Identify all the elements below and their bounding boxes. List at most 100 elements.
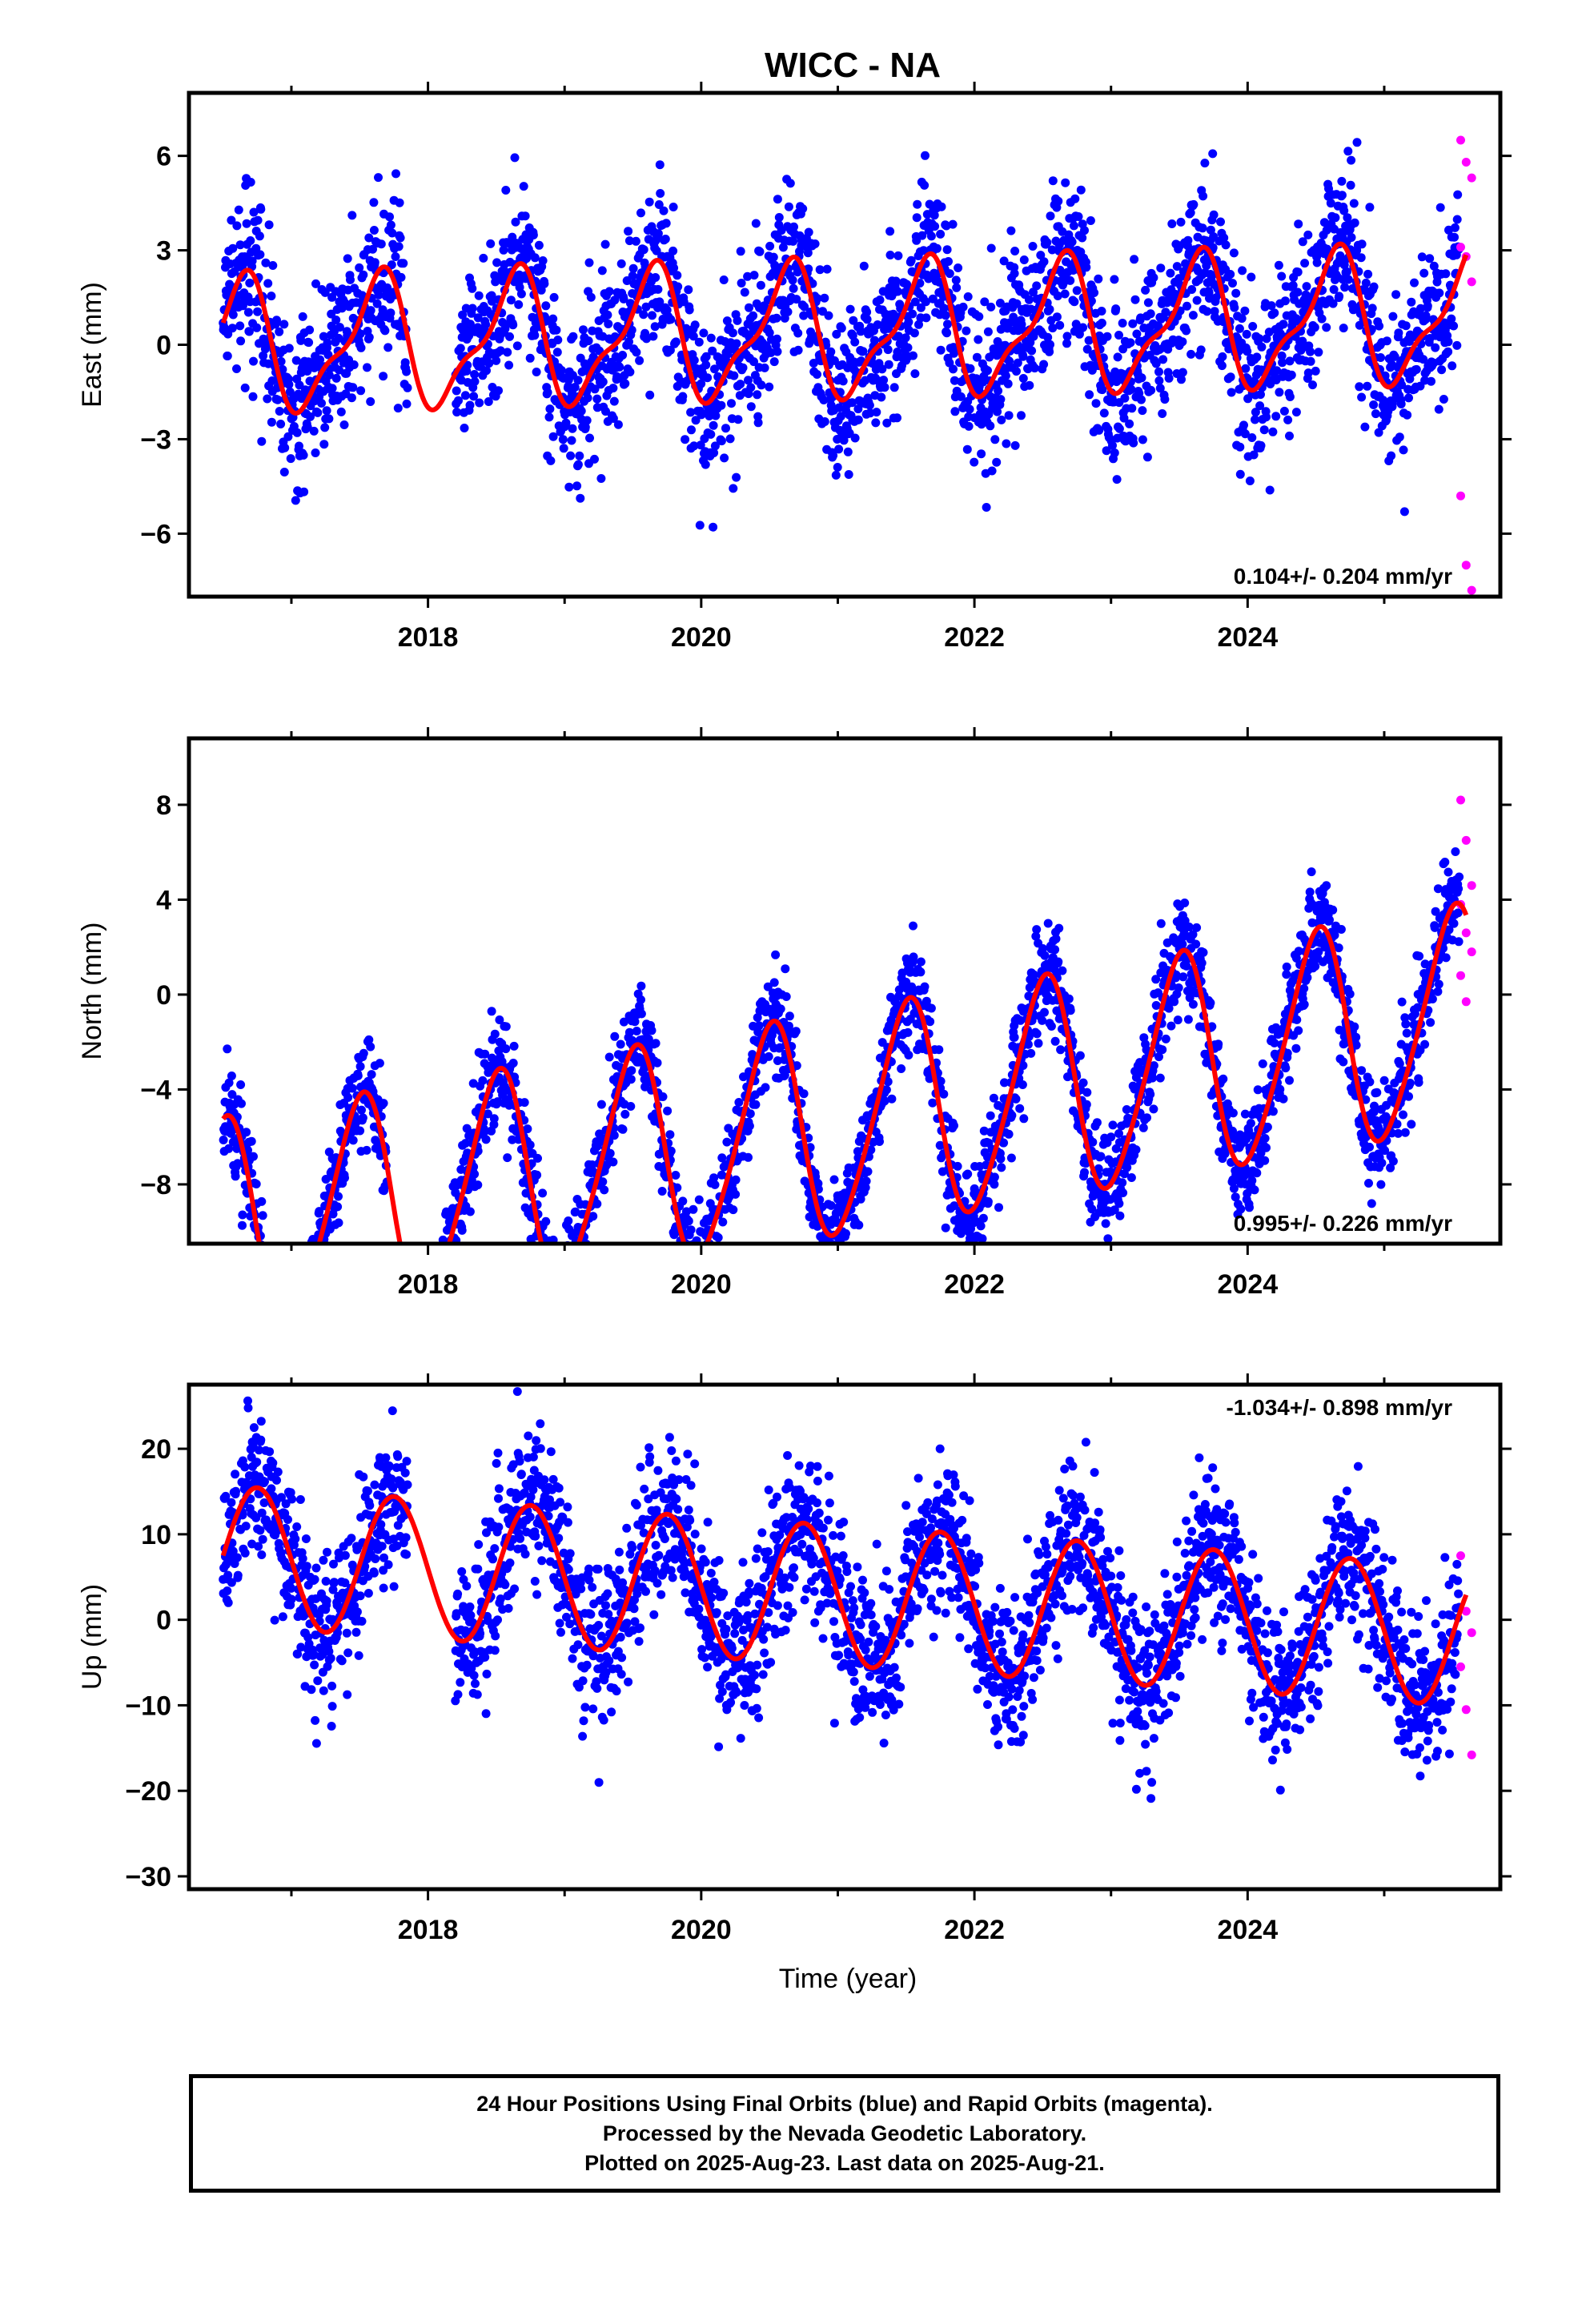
final-orbit-point bbox=[1026, 1048, 1036, 1058]
final-orbit-point bbox=[893, 332, 903, 341]
final-orbit-point bbox=[861, 1183, 870, 1192]
final-orbit-point bbox=[503, 1153, 512, 1163]
final-orbit-point bbox=[666, 1146, 676, 1156]
final-orbit-point bbox=[1279, 320, 1288, 329]
final-orbit-point bbox=[1012, 367, 1021, 376]
final-orbit-point bbox=[1054, 923, 1064, 933]
final-orbit-point bbox=[1040, 951, 1050, 960]
final-orbit-point bbox=[1228, 279, 1237, 288]
final-orbit-point bbox=[1066, 1006, 1075, 1015]
final-orbit-point bbox=[708, 346, 717, 356]
final-orbit-point bbox=[480, 1128, 489, 1137]
final-orbit-point bbox=[267, 1288, 275, 1297]
final-orbit-point bbox=[300, 1329, 309, 1338]
final-orbit-point bbox=[1094, 274, 1103, 283]
final-orbit-point bbox=[823, 1249, 832, 1258]
final-orbit-point bbox=[1122, 1105, 1131, 1114]
final-orbit-point bbox=[385, 212, 394, 222]
final-orbit-point bbox=[1239, 420, 1248, 430]
final-orbit-point bbox=[880, 1096, 889, 1106]
final-orbit-point bbox=[1322, 225, 1331, 235]
final-orbit-point bbox=[1396, 400, 1406, 408]
final-orbit-point bbox=[291, 496, 300, 505]
final-orbit-point bbox=[571, 1207, 580, 1216]
final-orbit-point bbox=[1144, 329, 1154, 339]
final-orbit-point bbox=[628, 271, 637, 280]
final-orbit-point bbox=[1342, 267, 1351, 276]
final-orbit-point bbox=[1004, 411, 1014, 420]
final-orbit-point bbox=[1280, 296, 1290, 306]
final-orbit-point bbox=[287, 1351, 296, 1360]
final-orbit-point bbox=[520, 211, 530, 221]
final-orbit-point bbox=[879, 376, 889, 385]
final-orbit-point bbox=[538, 256, 548, 265]
final-orbit-point bbox=[278, 1318, 287, 1327]
final-orbit-point bbox=[441, 1317, 450, 1325]
final-orbit-point bbox=[838, 376, 848, 386]
final-orbit-point bbox=[970, 457, 979, 467]
final-orbit-point bbox=[481, 1135, 491, 1144]
final-orbit-point bbox=[610, 1031, 620, 1041]
final-orbit-point bbox=[1369, 282, 1379, 292]
final-orbit-point bbox=[550, 1359, 559, 1368]
final-orbit-point bbox=[656, 189, 665, 198]
final-orbit-point bbox=[554, 1313, 563, 1321]
final-orbit-point bbox=[1230, 303, 1239, 312]
final-orbit-point bbox=[598, 377, 608, 387]
final-orbit-point bbox=[651, 273, 661, 282]
final-orbit-point bbox=[279, 468, 289, 476]
final-orbit-point bbox=[1023, 1039, 1033, 1049]
final-orbit-point bbox=[1031, 931, 1041, 941]
final-orbit-point bbox=[862, 315, 872, 324]
final-orbit-point bbox=[916, 967, 926, 977]
final-orbit-point bbox=[287, 1345, 295, 1353]
final-orbit-point bbox=[1025, 380, 1034, 390]
final-orbit-point bbox=[731, 1189, 741, 1199]
final-orbit-point bbox=[996, 395, 1006, 404]
final-orbit-point bbox=[932, 243, 942, 253]
final-orbit-point bbox=[551, 1284, 560, 1293]
final-orbit-point bbox=[751, 219, 761, 228]
final-orbit-point bbox=[696, 1244, 705, 1253]
final-orbit-point bbox=[1352, 138, 1362, 147]
final-orbit-point bbox=[1397, 380, 1407, 390]
final-orbit-point bbox=[751, 1100, 761, 1109]
final-orbit-point bbox=[996, 1154, 1006, 1164]
final-orbit-point bbox=[257, 436, 267, 446]
final-orbit-point bbox=[1347, 233, 1356, 242]
final-orbit-point bbox=[1082, 1088, 1092, 1097]
final-orbit-point bbox=[530, 331, 540, 340]
final-orbit-point bbox=[585, 433, 594, 443]
final-orbit-point bbox=[1441, 269, 1451, 279]
final-orbit-point bbox=[1106, 1132, 1116, 1142]
final-orbit-point bbox=[653, 284, 663, 294]
final-orbit-point bbox=[945, 269, 954, 279]
final-orbit-point bbox=[826, 347, 836, 356]
final-orbit-point bbox=[568, 424, 577, 433]
final-orbit-point bbox=[683, 1248, 692, 1256]
final-orbit-point bbox=[1357, 392, 1367, 402]
final-orbit-point bbox=[240, 383, 250, 392]
final-orbit-point bbox=[839, 1256, 848, 1265]
final-orbit-point bbox=[283, 1304, 291, 1313]
final-orbit-point bbox=[569, 1260, 578, 1269]
final-orbit-point bbox=[560, 1274, 568, 1283]
final-orbit-point bbox=[1118, 1178, 1127, 1188]
final-orbit-point bbox=[740, 287, 749, 297]
final-orbit-point bbox=[1017, 411, 1026, 420]
final-orbit-point bbox=[590, 454, 599, 464]
y-tick-label: 0 bbox=[156, 331, 171, 361]
final-orbit-point bbox=[1096, 1152, 1106, 1161]
final-orbit-point bbox=[694, 337, 704, 347]
final-orbit-point bbox=[1275, 388, 1284, 397]
final-orbit-point bbox=[468, 1079, 478, 1088]
final-orbit-point bbox=[565, 1261, 574, 1269]
final-orbit-point bbox=[260, 1285, 269, 1293]
final-orbit-point bbox=[548, 1235, 558, 1244]
final-orbit-point bbox=[832, 1273, 841, 1281]
final-orbit-point bbox=[1371, 409, 1380, 419]
plot-area bbox=[219, 795, 1476, 1368]
final-orbit-point bbox=[1369, 400, 1379, 409]
final-orbit-point bbox=[312, 1294, 321, 1303]
final-orbit-point bbox=[268, 261, 278, 270]
